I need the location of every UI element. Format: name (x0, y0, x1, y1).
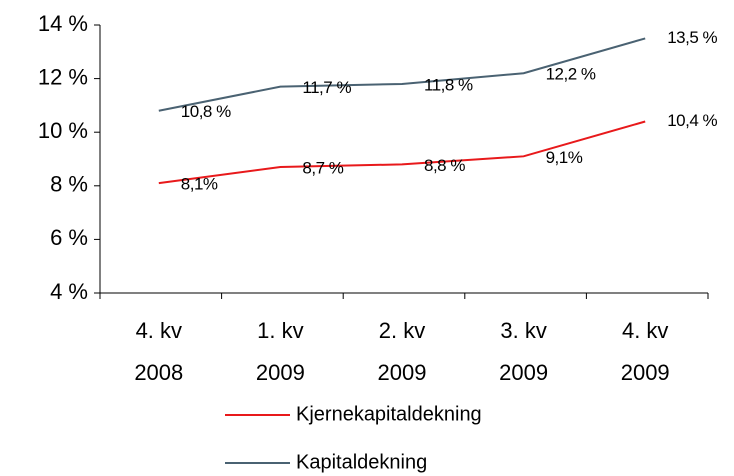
data-label: 10,4 % (667, 111, 717, 130)
data-label: 8,1% (181, 175, 218, 194)
series-line (158, 120, 646, 185)
y-tick-label: 12 % (38, 64, 88, 89)
y-tick-label: 4 % (50, 279, 88, 304)
y-tick-label: 14 % (38, 11, 88, 36)
x-tick-label: 2009 (256, 360, 305, 385)
x-tick-label: 3. kv (500, 318, 546, 343)
data-label: 11,7 % (302, 78, 351, 97)
x-tick-label: 2008 (134, 360, 183, 385)
data-label: 13,5 % (667, 28, 717, 47)
data-label: 8,7 % (302, 159, 343, 178)
legend-label: Kjernekapitaldekning (296, 403, 482, 425)
data-label: 8,8 % (424, 156, 465, 175)
x-tick-label: 4. kv (136, 318, 182, 343)
series-line (158, 37, 646, 112)
x-tick-label: 2009 (499, 360, 548, 385)
data-label: 10,8 % (181, 102, 231, 121)
x-tick-label: 4. kv (622, 318, 668, 343)
y-tick-label: 6 % (50, 225, 88, 250)
data-label: 11,8 % (424, 75, 473, 94)
data-label: 9,1% (546, 148, 583, 167)
x-tick-label: 2. kv (379, 318, 425, 343)
x-tick-label: 2009 (378, 360, 427, 385)
x-tick-label: 2009 (621, 360, 670, 385)
y-tick-label: 8 % (50, 172, 88, 197)
data-label: 12,2 % (546, 65, 596, 84)
x-tick-label: 1. kv (257, 318, 303, 343)
legend-label: Kapitaldekning (296, 451, 427, 473)
y-tick-label: 10 % (38, 118, 88, 143)
